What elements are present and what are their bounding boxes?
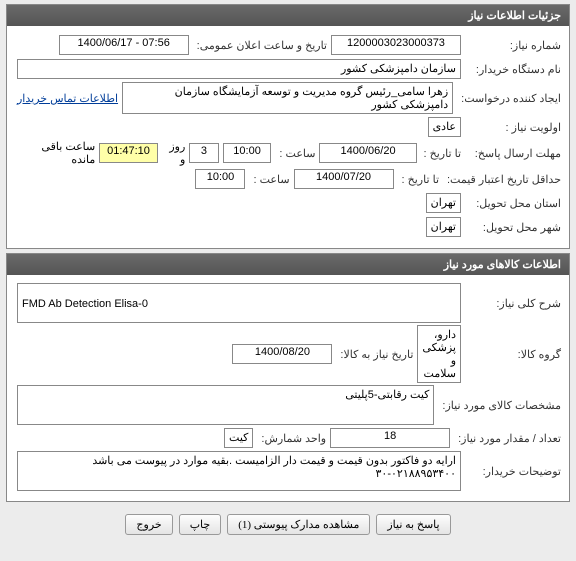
unit-field: کیت [224, 428, 253, 448]
desc-label: شرح کلی نیاز: [465, 297, 561, 310]
panel-header-goods: اطلاعات کالاهای مورد نیاز [7, 254, 569, 275]
requester-label: ایجاد کننده درخواست: [457, 92, 561, 105]
qty-field: 18 [330, 428, 450, 448]
attachments-button[interactable]: مشاهده مدارک پیوستی (1) [227, 514, 370, 535]
need-no-label: شماره نیاز: [465, 39, 561, 52]
remain-label: ساعت باقی مانده [17, 140, 95, 166]
reply-time-field: 10:00 [223, 143, 272, 163]
goods-body: شرح کلی نیاز: FMD Ab Detection Elisa-0 گ… [7, 275, 569, 501]
buyer-org-label: نام دستگاه خریدار: [465, 63, 561, 76]
time-label-2: ساعت : [249, 173, 289, 186]
price-date-field: 1400/07/20 [294, 169, 394, 189]
until-label-2: تا تاریخ : [398, 173, 439, 186]
price-valid-label: حداقل تاریخ اعتبار قیمت: [443, 173, 561, 186]
need-no-field: 1200003023000373 [331, 35, 461, 55]
need-body: شماره نیاز: 1200003023000373 تاریخ و ساع… [7, 26, 569, 248]
city-field: تهران [426, 217, 461, 237]
group-field: دارو، پزشکی و سلامت [417, 325, 461, 383]
notes-field: ارایه دو فاکتور بدون قیمت و قیمت دار الز… [17, 451, 461, 491]
print-button[interactable]: چاپ [179, 514, 222, 535]
need-date-field: 1400/08/20 [232, 344, 332, 364]
reply-date-field: 1400/06/20 [319, 143, 416, 163]
button-row: پاسخ به نیاز مشاهده مدارک پیوستی (1) چاپ… [0, 506, 576, 543]
unit-label: واحد شمارش: [257, 432, 326, 445]
reply-button[interactable]: پاسخ به نیاز [376, 514, 450, 535]
need-details-panel: جزئیات اطلاعات نیاز شماره نیاز: 12000030… [6, 4, 570, 249]
days-label: روز و [162, 140, 186, 166]
ann-dt-field: 1400/06/17 - 07:56 [59, 35, 189, 55]
province-field: تهران [426, 193, 461, 213]
price-time-field: 10:00 [195, 169, 245, 189]
spec-field: کیت رقابتی-5پلیتی [17, 385, 434, 425]
goods-panel: اطلاعات کالاهای مورد نیاز شرح کلی نیاز: … [6, 253, 570, 502]
qty-label: تعداد / مقدار مورد نیاز: [454, 432, 561, 445]
group-label: گروه کالا: [465, 348, 561, 361]
desc-field: FMD Ab Detection Elisa-0 [17, 283, 461, 323]
spec-label: مشخصات کالای مورد نیاز: [438, 399, 561, 412]
priority-label: اولویت نیاز : [465, 121, 561, 134]
province-label: استان محل تحویل: [465, 197, 561, 210]
until-label-1: تا تاریخ : [421, 147, 461, 160]
city-label: شهر محل تحویل: [465, 221, 561, 234]
reply-deadline-label: مهلت ارسال پاسخ: [465, 147, 561, 160]
ann-dt-label: تاریخ و ساعت اعلان عمومی: [193, 39, 327, 52]
time-label-1: ساعت : [275, 147, 315, 160]
contact-link[interactable]: اطلاعات تماس خریدار [17, 92, 118, 105]
need-date-label: تاریخ نیاز به کالا: [336, 348, 413, 361]
remain-field: 01:47:10 [99, 143, 157, 163]
notes-label: توضیحات خریدار: [465, 465, 561, 478]
buyer-org-field: سازمان دامپزشکی کشور [17, 59, 461, 79]
priority-field: عادی [428, 117, 461, 137]
exit-button[interactable]: خروج [125, 514, 172, 535]
panel-header-need: جزئیات اطلاعات نیاز [7, 5, 569, 26]
days-field: 3 [189, 143, 218, 163]
requester-field: زهرا سامی_رئیس گروه مدیریت و توسعه آزمای… [122, 82, 453, 114]
